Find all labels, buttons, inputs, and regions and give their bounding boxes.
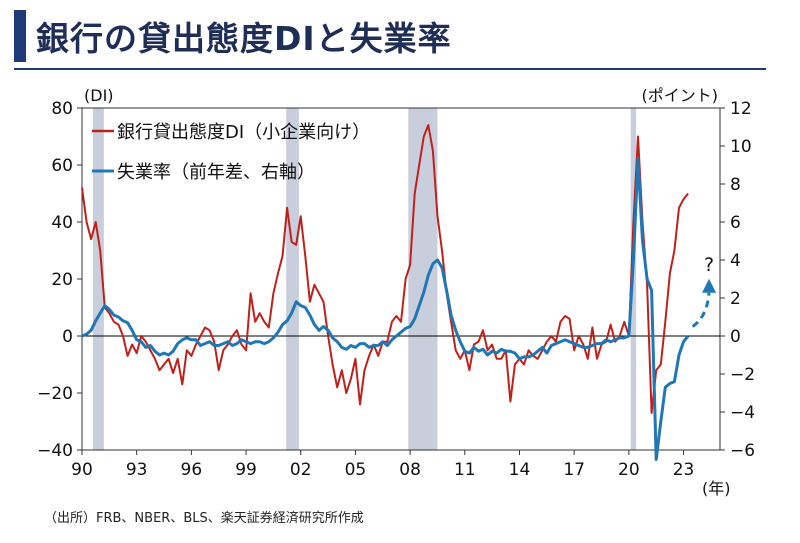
x-tick-label: 11 bbox=[454, 460, 476, 480]
source-note: （出所）FRB、NBER、BLS、楽天証券経済研究所作成 bbox=[44, 511, 364, 526]
legend-label-di: 銀行貸出態度DI（小企業向け） bbox=[117, 122, 370, 143]
x-tick-label: 02 bbox=[290, 460, 312, 480]
x-tick-label: 20 bbox=[618, 460, 640, 480]
right-tick-label: 4 bbox=[730, 251, 741, 271]
recession-band bbox=[92, 108, 104, 450]
forecast-arrow-line bbox=[691, 292, 711, 328]
right-tick-label: 10 bbox=[730, 137, 752, 157]
left-tick-label: 40 bbox=[51, 213, 73, 233]
right-tick-label: −6 bbox=[730, 441, 755, 461]
left-tick-label: 80 bbox=[51, 99, 73, 119]
forecast-annotation: ? bbox=[704, 254, 714, 276]
x-unit-label: (年) bbox=[702, 479, 731, 498]
x-tick-label: 05 bbox=[345, 460, 367, 480]
left-tick-label: 20 bbox=[51, 270, 73, 290]
recession-band bbox=[286, 108, 299, 450]
left-tick-label: −40 bbox=[37, 441, 73, 461]
title-accent-bar bbox=[14, 10, 26, 62]
plot-frame bbox=[81, 107, 721, 451]
series-line-unemployment bbox=[81, 157, 690, 461]
left-axis-label: (DI) bbox=[84, 86, 114, 105]
x-tick-label: 23 bbox=[673, 460, 695, 480]
right-tick-label: −2 bbox=[730, 365, 755, 385]
x-tick-label: 08 bbox=[399, 460, 421, 480]
x-tick-label: 17 bbox=[563, 460, 585, 480]
recession-band bbox=[408, 108, 438, 450]
x-tick-label: 93 bbox=[126, 460, 148, 480]
forecast-arrowhead bbox=[702, 278, 717, 293]
x-tick-label: 99 bbox=[235, 460, 257, 480]
right-tick-label: 12 bbox=[730, 99, 752, 119]
right-tick-label: 2 bbox=[730, 289, 741, 309]
left-tick-label: 60 bbox=[51, 156, 73, 176]
right-tick-label: 8 bbox=[730, 175, 741, 195]
page-title: 銀行の貸出態度DIと失業率 bbox=[36, 19, 452, 58]
x-tick-label: 96 bbox=[181, 460, 203, 480]
left-tick-label: 0 bbox=[62, 327, 73, 347]
x-tick-label: 90 bbox=[71, 460, 93, 480]
title-underline bbox=[14, 68, 766, 70]
right-tick-label: 0 bbox=[730, 327, 741, 347]
left-tick-label: −20 bbox=[37, 384, 73, 404]
x-tick-label: 14 bbox=[509, 460, 531, 480]
right-tick-label: −4 bbox=[730, 403, 755, 423]
right-axis-label: (ポイント) bbox=[642, 86, 719, 105]
legend-label-unemployment: 失業率（前年差、右軸） bbox=[117, 162, 315, 183]
right-tick-label: 6 bbox=[730, 213, 741, 233]
